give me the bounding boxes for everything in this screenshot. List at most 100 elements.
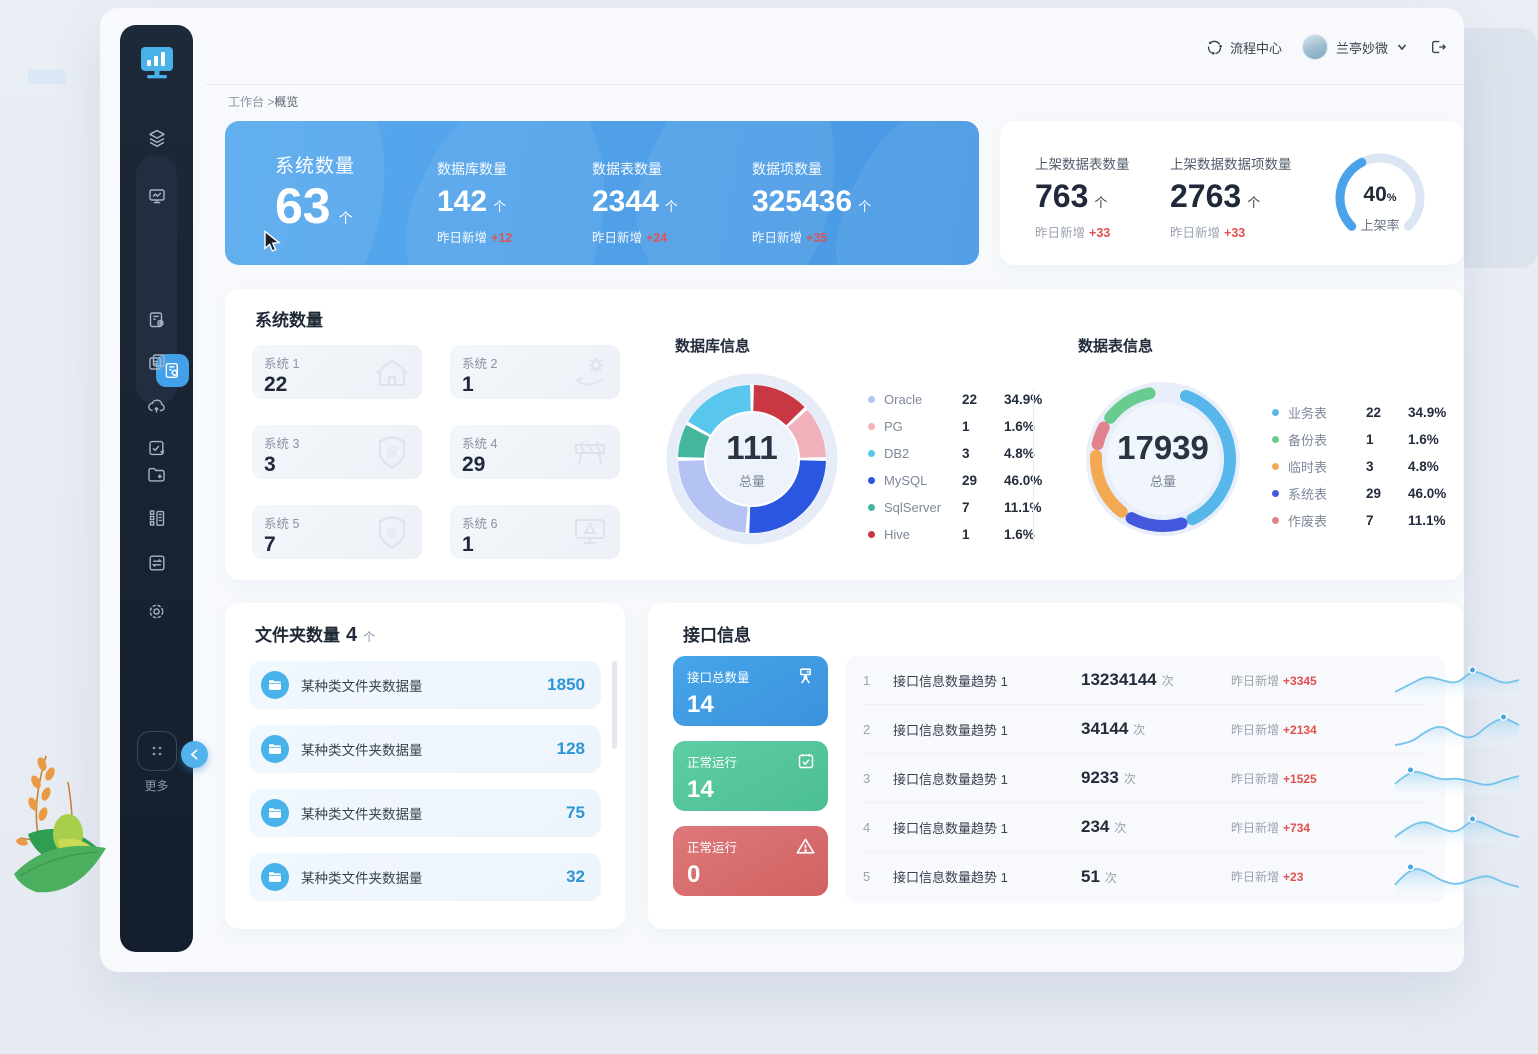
service-gear-icon bbox=[576, 358, 604, 386]
legend-percent: 4.8% bbox=[1004, 446, 1035, 461]
breadcrumb-current: 概览 bbox=[274, 95, 299, 109]
row-unit: 次 bbox=[1114, 821, 1127, 835]
legend-dot bbox=[1272, 463, 1279, 470]
system-card-2[interactable]: 系统 2 1 bbox=[450, 345, 620, 399]
sidebar-item-layers[interactable] bbox=[120, 121, 193, 155]
process-center-button[interactable]: 流程中心 bbox=[1206, 38, 1282, 57]
legend-percent: 34.9% bbox=[1408, 405, 1447, 420]
row-index: 4 bbox=[863, 819, 871, 835]
sidebar-collapse-button[interactable] bbox=[181, 741, 208, 768]
top-header: 流程中心 兰亭妙微 bbox=[205, 8, 1464, 85]
system-value: 1 bbox=[462, 373, 474, 396]
system-value: 1 bbox=[462, 533, 474, 556]
sidebar-item-dashboard[interactable] bbox=[120, 179, 193, 213]
sidebar-group bbox=[136, 155, 189, 456]
table-row[interactable]: 1 接口信息数量趋势 1 13234144 次 昨日新增 +3345 bbox=[863, 656, 1520, 705]
legend-percent: 46.0% bbox=[1004, 473, 1043, 488]
legend-item: 作废表 7 11.1% bbox=[1272, 507, 1460, 534]
legend-name: 备份表 bbox=[1288, 433, 1328, 448]
row-unit: 次 bbox=[1133, 723, 1146, 737]
logout-icon[interactable] bbox=[1428, 38, 1446, 56]
decor-chip bbox=[28, 70, 66, 84]
delta-label: 昨日新增 bbox=[1035, 226, 1086, 240]
legend-percent: 1.6% bbox=[1408, 432, 1439, 447]
system-card-6[interactable]: 系统 6 1 bbox=[450, 505, 620, 559]
banner-primary-stat: 系统数量 63 个 bbox=[275, 151, 355, 246]
sidebar-item-data-assets-active[interactable] bbox=[156, 354, 189, 387]
stat-label: 数据库数量 bbox=[437, 161, 507, 177]
interfaces-card: 接口信息 接口总数量 14 正常运行 14 正常运行 0 1 接口信息数量趋势 … bbox=[648, 603, 1520, 929]
row-index: 5 bbox=[863, 869, 871, 884]
folder-row[interactable]: 某种类文件夹数据量 1850 bbox=[249, 661, 601, 709]
system-card-1[interactable]: 系统 1 22 bbox=[252, 345, 422, 399]
row-name: 接口信息数量趋势 1 bbox=[893, 870, 1008, 885]
legend-dot bbox=[1272, 436, 1279, 443]
delta-value: +33 bbox=[1224, 226, 1246, 240]
table-row[interactable]: 4 接口信息数量趋势 1 234 次 昨日新增 +734 bbox=[863, 803, 1520, 852]
interface-error-card[interactable]: 正常运行 0 bbox=[673, 826, 828, 896]
avatar bbox=[1301, 34, 1328, 60]
delta-value: +3345 bbox=[1283, 673, 1317, 688]
sidebar-item-settings[interactable] bbox=[120, 594, 193, 628]
row-name: 接口信息数量趋势 1 bbox=[893, 722, 1008, 738]
user-menu[interactable]: 兰亭妙微 bbox=[1301, 34, 1408, 60]
interface-total-card[interactable]: 接口总数量 14 bbox=[673, 656, 828, 726]
system-card-5[interactable]: 系统 5 7 信 bbox=[252, 505, 422, 559]
delta-value: +24 bbox=[646, 231, 668, 245]
sidebar-item-audit[interactable] bbox=[120, 431, 193, 465]
doc-settings-icon bbox=[149, 312, 164, 328]
banner-stat-items: 数据项数量 325436 个 昨日新增 +35 bbox=[752, 159, 871, 246]
shelf-card: 上架数据表数量 763 个 昨日新增 +33 上架数据数据项数量 2763 个 昨日新… bbox=[1000, 121, 1463, 265]
delta-label: 昨日新增 bbox=[752, 231, 803, 245]
process-center-icon bbox=[1207, 40, 1222, 55]
system-label: 系统 4 bbox=[462, 437, 498, 451]
home-icon bbox=[376, 358, 408, 386]
banner-stat-tables: 数据表数量 2344 个 昨日新增 +24 bbox=[592, 159, 678, 246]
row-name: 接口信息数量趋势 1 bbox=[893, 673, 1008, 689]
folder-value: 32 bbox=[566, 867, 585, 886]
sidebar-more-button[interactable] bbox=[137, 731, 177, 771]
folder-row[interactable]: 某种类文件夹数据量 32 bbox=[249, 853, 601, 901]
barrier-icon bbox=[575, 442, 605, 465]
folder-icon bbox=[269, 808, 281, 818]
sidebar-item-pages[interactable] bbox=[120, 345, 193, 379]
system-card-4[interactable]: 系统 4 29 bbox=[450, 425, 620, 479]
row-index: 3 bbox=[863, 770, 871, 786]
breadcrumb: 工作台 >概览 bbox=[228, 93, 298, 110]
sidebar-item-metadata[interactable] bbox=[120, 303, 193, 337]
sidebar: 更多 bbox=[120, 25, 208, 952]
summary-banner: 系统数量 63 个 数据库数量 142 个 昨日新增 +12 数据表数量 2344 个 … bbox=[225, 121, 979, 265]
legend-item: Hive 1 1.6% bbox=[868, 521, 1056, 548]
breadcrumb-root[interactable]: 工作台 bbox=[228, 95, 265, 109]
row-value: 51 bbox=[1081, 866, 1100, 886]
table-row[interactable]: 5 接口信息数量趋势 1 51 次 昨日新增 +23 bbox=[863, 852, 1520, 901]
banner-primary-label: 系统数量 bbox=[275, 156, 356, 177]
legend-dot bbox=[868, 504, 875, 511]
app-logo[interactable] bbox=[120, 35, 193, 91]
table-row[interactable]: 2 接口信息数量趋势 1 34144 次 昨日新增 +2134 bbox=[863, 705, 1520, 754]
doc-gear-icon bbox=[165, 362, 179, 379]
folder-row[interactable]: 某种类文件夹数据量 128 bbox=[249, 725, 601, 773]
table-row[interactable]: 3 接口信息数量趋势 1 9233 次 昨日新增 +1525 bbox=[863, 754, 1520, 803]
folder-row[interactable]: 某种类文件夹数据量 75 bbox=[249, 789, 601, 837]
delta-value: +33 bbox=[1089, 226, 1111, 240]
sidebar-item-transfer[interactable] bbox=[120, 546, 193, 580]
sidebar-item-folder-add[interactable] bbox=[120, 457, 193, 491]
systems-title: 系统数量 bbox=[255, 311, 323, 330]
folders-card: 文件夹数量 4 个 某种类文件夹数据量 1850 某种类文件夹数据量 128 某… bbox=[225, 603, 625, 929]
more-dots-icon bbox=[152, 746, 162, 756]
system-card-3[interactable]: 系统 3 3 保 bbox=[252, 425, 422, 479]
system-value: 3 bbox=[264, 453, 276, 476]
legend-dot bbox=[868, 423, 875, 430]
folders-scrollbar[interactable] bbox=[612, 661, 617, 749]
sidebar-item-cloud[interactable] bbox=[120, 389, 193, 423]
stat-card-value: 14 bbox=[687, 776, 714, 803]
legend-value: 7 bbox=[1366, 513, 1374, 528]
folder-label: 某种类文件夹数据量 bbox=[301, 743, 423, 758]
sidebar-item-structure[interactable] bbox=[120, 501, 193, 535]
system-value: 22 bbox=[264, 373, 288, 396]
interface-running-card[interactable]: 正常运行 14 bbox=[673, 741, 828, 811]
arrow-left-icon bbox=[190, 749, 198, 760]
folder-plus-icon bbox=[148, 467, 165, 482]
